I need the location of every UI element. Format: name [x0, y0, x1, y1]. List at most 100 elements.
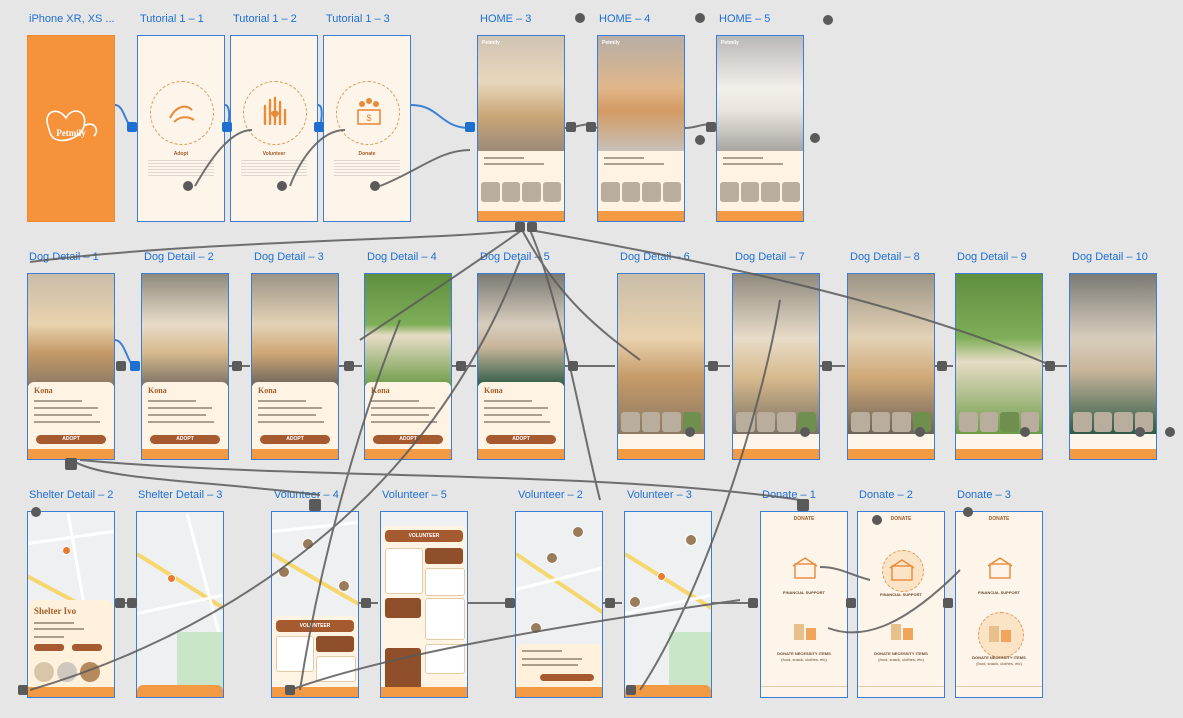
- bottom-nav-bar[interactable]: [717, 211, 803, 221]
- artboard-dog-detail-4[interactable]: Kona ADOPT: [364, 273, 452, 460]
- artboard-label-tutorial-3[interactable]: Tutorial 1 – 3: [326, 13, 390, 25]
- volunteer-task-tag[interactable]: [316, 636, 354, 652]
- artboard-dog-detail-6[interactable]: [617, 273, 705, 460]
- artboard-dog-detail-9[interactable]: [955, 273, 1043, 460]
- bottom-nav-bar[interactable]: [956, 686, 1042, 697]
- artboard-dog-detail-5[interactable]: Kona ADOPT: [477, 273, 565, 460]
- artboard-home-5[interactable]: Petmily: [716, 35, 804, 222]
- artboard-volunteer-4[interactable]: VOLUNTEER: [271, 511, 359, 698]
- artboard-label-volunteer-3[interactable]: Volunteer – 3: [627, 489, 692, 501]
- artboard-dog-detail-1[interactable]: Kona ADOPT: [27, 273, 115, 460]
- bottom-nav-bar[interactable]: [28, 449, 114, 459]
- photo-thumbnail-strip[interactable]: [736, 412, 816, 432]
- bottom-nav-bar[interactable]: [142, 449, 228, 459]
- volunteer-task-card[interactable]: [425, 644, 465, 674]
- photo-thumbnail-strip[interactable]: [959, 412, 1039, 432]
- dog-map-pin[interactable]: [685, 534, 697, 546]
- artboard-dog-detail-10[interactable]: [1069, 273, 1157, 460]
- artboard-label-dog-detail-5[interactable]: Dog Detail – 5: [480, 251, 550, 263]
- photo-thumbnail-strip[interactable]: [851, 412, 931, 432]
- shelter-map-pin[interactable]: [62, 546, 71, 555]
- artboard-label-shelter-2[interactable]: Shelter Detail – 2: [29, 489, 114, 501]
- bottom-nav-bar[interactable]: [848, 449, 934, 459]
- artboard-label-dog-detail-4[interactable]: Dog Detail – 4: [367, 251, 437, 263]
- dog-map-pin[interactable]: [629, 596, 641, 608]
- artboard-label-volunteer-4[interactable]: Volunteer – 4: [274, 489, 339, 501]
- bottom-nav-bar[interactable]: [381, 687, 467, 697]
- dog-map-pin[interactable]: [302, 538, 314, 550]
- adopt-button[interactable]: ADOPT: [150, 435, 220, 444]
- adopt-button[interactable]: ADOPT: [486, 435, 556, 444]
- map-view[interactable]: [272, 512, 358, 617]
- artboard-volunteer-3[interactable]: [624, 511, 712, 698]
- dog-thumbnail-strip[interactable]: [481, 182, 561, 202]
- artboard-label-dog-detail-6[interactable]: Dog Detail – 6: [620, 251, 690, 263]
- donate-button[interactable]: [72, 644, 102, 651]
- artboard-dog-detail-7[interactable]: [732, 273, 820, 460]
- artboard-label-donate-3[interactable]: Donate – 3: [957, 489, 1011, 501]
- artboard-donate-1[interactable]: DONATE FINANCIAL SUPPORT DONATE NECESSIT…: [760, 511, 848, 698]
- bottom-nav-bar[interactable]: [761, 686, 847, 697]
- shelter-map-pin[interactable]: [657, 572, 666, 581]
- artboard-label-donate-1[interactable]: Donate – 1: [762, 489, 816, 501]
- artboard-tutorial-2[interactable]: Volunteer: [230, 35, 318, 222]
- artboard-home-4[interactable]: Petmily: [597, 35, 685, 222]
- artboard-label-volunteer-5[interactable]: Volunteer – 5: [382, 489, 447, 501]
- bottom-nav-bar[interactable]: [858, 686, 944, 697]
- volunteer-task-card[interactable]: [425, 598, 465, 640]
- donate-items-label[interactable]: DONATE NECESSITY ITEMS: [777, 651, 831, 656]
- artboard-dog-detail-8[interactable]: [847, 273, 935, 460]
- artboard-shelter-detail-2[interactable]: Shelter Ivo: [27, 511, 115, 698]
- photo-thumbnail-strip[interactable]: [621, 412, 701, 432]
- adopt-button[interactable]: ADOPT: [260, 435, 330, 444]
- shelter-pets-list[interactable]: [34, 662, 100, 682]
- bottom-nav-bar[interactable]: [618, 449, 704, 459]
- dog-map-pin[interactable]: [572, 526, 584, 538]
- bottom-nav-bar[interactable]: [516, 687, 602, 697]
- artboard-shelter-detail-3[interactable]: [136, 511, 224, 698]
- map-view[interactable]: [625, 512, 711, 697]
- financial-support-label[interactable]: FINANCIAL SUPPORT: [880, 592, 922, 597]
- volunteer-task-card[interactable]: [385, 548, 423, 594]
- artboard-tutorial-3[interactable]: $ Donate: [323, 35, 411, 222]
- artboard-splash[interactable]: Petmily: [27, 35, 115, 222]
- shelter-map-pin[interactable]: [167, 574, 176, 583]
- artboard-label-splash[interactable]: iPhone XR, XS ...: [29, 13, 115, 25]
- artboard-label-home-4[interactable]: HOME – 4: [599, 13, 651, 25]
- apply-button[interactable]: [540, 674, 594, 681]
- artboard-label-donate-2[interactable]: Donate – 2: [859, 489, 913, 501]
- artboard-volunteer-2[interactable]: [515, 511, 603, 698]
- map-view[interactable]: [137, 512, 223, 697]
- artboard-label-dog-detail-9[interactable]: Dog Detail – 9: [957, 251, 1027, 263]
- volunteer-button[interactable]: [34, 644, 64, 651]
- artboard-label-dog-detail-7[interactable]: Dog Detail – 7: [735, 251, 805, 263]
- artboard-label-dog-detail-10[interactable]: Dog Detail – 10: [1072, 251, 1148, 263]
- bottom-nav-bar[interactable]: [478, 211, 564, 221]
- artboard-label-home-3[interactable]: HOME – 3: [480, 13, 532, 25]
- artboard-label-volunteer-2[interactable]: Volunteer – 2: [518, 489, 583, 501]
- pet-thumbnail-strip[interactable]: [601, 182, 681, 202]
- bottom-nav-bar[interactable]: [956, 449, 1042, 459]
- artboard-tutorial-1[interactable]: Adopt: [137, 35, 225, 222]
- financial-support-label[interactable]: FINANCIAL SUPPORT: [783, 590, 825, 595]
- dog-map-pin[interactable]: [278, 566, 290, 578]
- volunteer-task-card[interactable]: [276, 636, 314, 672]
- bottom-nav-bar[interactable]: [365, 449, 451, 459]
- artboard-label-dog-detail-8[interactable]: Dog Detail – 8: [850, 251, 920, 263]
- dog-map-pin[interactable]: [546, 552, 558, 564]
- artboard-label-dog-detail-2[interactable]: Dog Detail – 2: [144, 251, 214, 263]
- pet-thumbnail-strip[interactable]: [720, 182, 800, 202]
- adopt-button[interactable]: ADOPT: [373, 435, 443, 444]
- volunteer-task-tag[interactable]: [385, 598, 421, 618]
- bottom-nav-bar[interactable]: [272, 687, 358, 697]
- donate-items-label[interactable]: DONATE NECESSITY ITEMS: [874, 651, 928, 656]
- dog-map-pin[interactable]: [530, 622, 542, 634]
- bottom-nav-bar[interactable]: [137, 685, 223, 697]
- artboard-label-dog-detail-3[interactable]: Dog Detail – 3: [254, 251, 324, 263]
- bottom-nav-bar[interactable]: [625, 685, 711, 697]
- artboard-label-shelter-3[interactable]: Shelter Detail – 3: [138, 489, 223, 501]
- photo-thumbnail-strip[interactable]: [1073, 412, 1153, 432]
- volunteer-task-card[interactable]: [425, 568, 465, 596]
- artboard-label-home-5[interactable]: HOME – 5: [719, 13, 771, 25]
- dog-map-pin[interactable]: [338, 580, 350, 592]
